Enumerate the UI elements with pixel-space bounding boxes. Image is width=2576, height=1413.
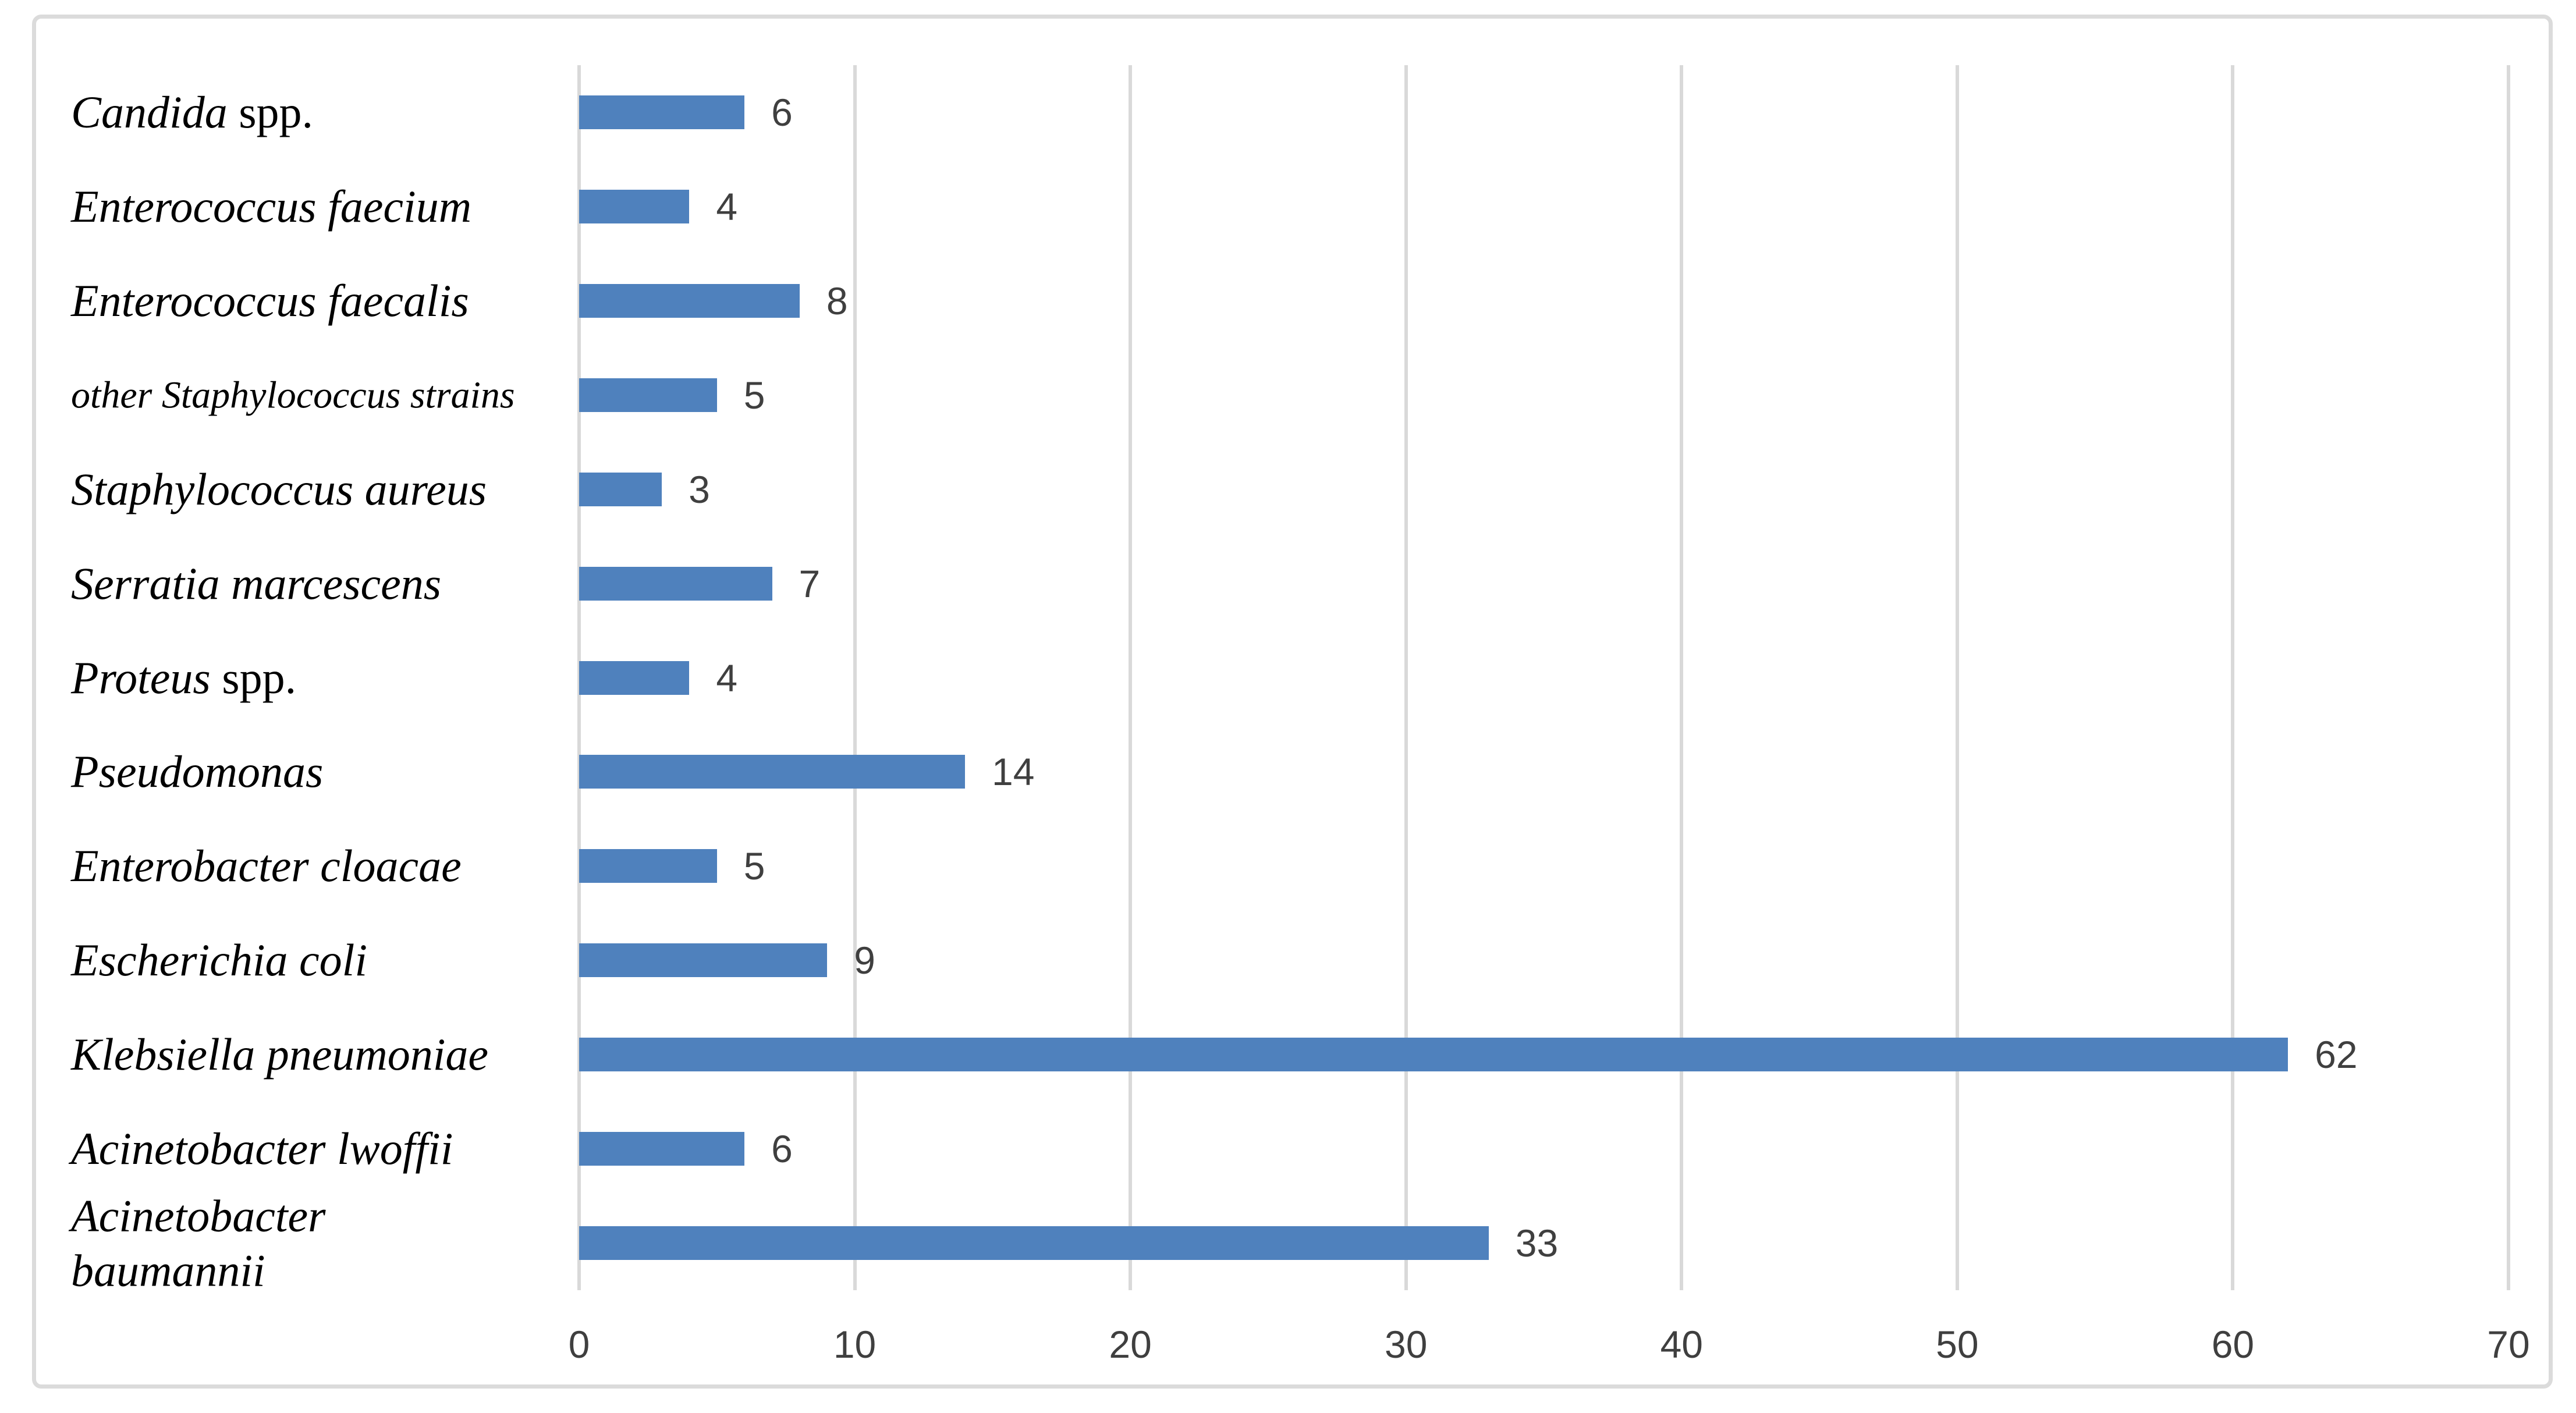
category-label: Enterococcus faecium xyxy=(71,179,471,234)
category-label-italic-part: Enterococcus faecium xyxy=(71,181,472,232)
category-label: Enterococcus faecalis xyxy=(71,274,469,328)
value-label: 6 xyxy=(771,1127,793,1171)
bar-serratia-marcescens xyxy=(579,566,772,601)
bar-klebsiella-pneumoniae xyxy=(579,1038,2288,1072)
value-label: 9 xyxy=(854,939,875,982)
value-label: 4 xyxy=(716,656,738,700)
category-label-roman-part: spp. xyxy=(210,652,297,703)
value-label: 3 xyxy=(689,467,710,511)
category-label: Staphylococcus aureus xyxy=(71,462,487,517)
value-label: 8 xyxy=(826,279,848,322)
bar-proteus-spp- xyxy=(579,661,690,695)
bar-acinetobacter-lwoffii xyxy=(579,1132,745,1166)
category-label: Klebsiella pneumoniae xyxy=(71,1027,488,1082)
value-label: 14 xyxy=(992,750,1035,794)
category-label-italic-part: Staphylococcus aureus xyxy=(71,463,487,514)
x-axis-tick-label: 50 xyxy=(1936,1323,1979,1366)
x-major-gridline-50 xyxy=(1955,65,1959,1290)
category-label: Escherichia coli xyxy=(71,933,367,988)
category-label-italic-part: Enterococcus faecalis xyxy=(71,275,469,326)
category-label-italic-part: Acinetobacter baumannii xyxy=(71,1190,326,1296)
bar-enterococcus-faecalis xyxy=(579,283,800,318)
category-label: Acinetobacter baumannii xyxy=(71,1188,326,1297)
category-label-italic-part: Klebsiella pneumoniae xyxy=(71,1029,489,1080)
x-axis-tick-label: 20 xyxy=(1109,1323,1152,1366)
bar-acinetobacter-baumannii xyxy=(579,1226,1489,1261)
x-major-gridline-30 xyxy=(1404,65,1408,1290)
category-label-italic-part: Enterobacter cloacae xyxy=(71,840,462,892)
category-label-roman-part: spp. xyxy=(227,87,314,138)
category-label-italic-part: Pseudomonas xyxy=(71,746,324,797)
category-label-italic-part: other Staphylococcus strains xyxy=(71,374,515,417)
category-label: Enterobacter cloacae xyxy=(71,839,462,894)
bar-candida-spp- xyxy=(579,95,745,129)
value-label: 7 xyxy=(799,562,821,605)
category-label-italic-part: Serratia marcescens xyxy=(71,558,442,609)
value-label: 5 xyxy=(743,844,765,888)
chart-border xyxy=(32,15,2553,1389)
category-label: Candida spp. xyxy=(71,85,313,140)
x-major-gridline-20 xyxy=(1129,65,1133,1290)
x-major-gridline-40 xyxy=(1680,65,1684,1290)
value-label: 62 xyxy=(2315,1033,2358,1077)
x-axis-tick-label: 60 xyxy=(2211,1323,2255,1366)
value-label: 33 xyxy=(1515,1222,1559,1265)
x-major-gridline-60 xyxy=(2231,65,2235,1290)
category-label: Proteus spp. xyxy=(71,651,296,705)
category-label: Pseudomonas xyxy=(71,745,323,800)
category-label: other Staphylococcus strains xyxy=(71,372,515,418)
x-axis-tick-label: 30 xyxy=(1384,1323,1428,1366)
x-axis-tick-label: 0 xyxy=(568,1323,590,1366)
category-label-italic-part: Proteus xyxy=(71,652,211,703)
value-label: 6 xyxy=(771,90,793,134)
category-label: Acinetobacter lwoffii xyxy=(71,1121,453,1176)
value-label: 5 xyxy=(743,373,765,417)
category-label-italic-part: Candida xyxy=(71,87,228,138)
bar-enterobacter-cloacae xyxy=(579,849,717,883)
x-axis-tick-label: 40 xyxy=(1660,1323,1703,1366)
bar-enterococcus-faecium xyxy=(579,189,690,223)
x-major-gridline-70 xyxy=(2507,65,2510,1290)
bar-escherichia-coli xyxy=(579,943,828,978)
category-label-italic-part: Acinetobacter lwoffii xyxy=(71,1123,453,1174)
x-axis-tick-label: 10 xyxy=(833,1323,877,1366)
bar-staphylococcus-aureus xyxy=(579,472,662,506)
bar-pseudomonas xyxy=(579,755,965,789)
category-label: Serratia marcescens xyxy=(71,556,441,611)
category-label-italic-part: Escherichia coli xyxy=(71,935,368,986)
bar-other-staphylococcus-strains xyxy=(579,378,717,412)
x-axis-tick-label: 70 xyxy=(2487,1323,2530,1366)
x-major-gridline-10 xyxy=(853,65,857,1290)
value-label: 4 xyxy=(716,184,738,228)
